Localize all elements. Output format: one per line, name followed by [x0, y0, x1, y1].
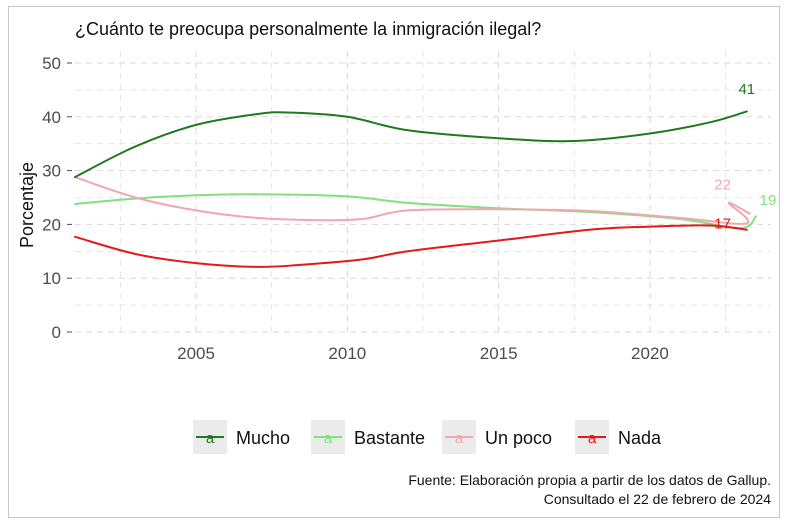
legend-label: Mucho	[236, 428, 290, 448]
y-axis-title: Porcentaje	[17, 162, 37, 248]
y-tick-label: 10	[42, 269, 61, 288]
x-ticks: 2005 2010 2015 2020	[177, 344, 669, 363]
legend-label: Bastante	[354, 428, 425, 448]
legend-glyph: a	[588, 430, 597, 447]
y-ticks: 0 10 20 30 40 50	[42, 54, 72, 342]
y-tick-label: 0	[52, 323, 61, 342]
legend-item-bastante: a Bastante	[311, 420, 425, 454]
y-tick-label: 30	[42, 162, 61, 181]
legend-item-un-poco: a Un poco	[442, 420, 552, 454]
x-tick-label: 2015	[480, 344, 518, 363]
chart-frame: ¿Cuánto te preocupa personalmente la inm…	[8, 6, 780, 518]
end-label-mucho: 41	[738, 81, 755, 98]
series-line-nada	[74, 224, 748, 268]
line-chart: ¿Cuánto te preocupa personalmente la inm…	[17, 19, 777, 507]
end-labels: 41 19 22 17	[714, 81, 777, 233]
series-line-un-poco	[74, 176, 751, 225]
legend: a Mucho a Bastante a Un poco a Nada	[193, 420, 662, 454]
grid	[75, 51, 771, 333]
end-label-un-poco: 22	[714, 176, 731, 193]
x-tick-label: 2010	[328, 344, 366, 363]
y-tick-label: 20	[42, 215, 61, 234]
legend-label: Nada	[618, 428, 662, 448]
chart-title: ¿Cuánto te preocupa personalmente la inm…	[75, 19, 541, 39]
legend-glyph: a	[206, 430, 215, 447]
legend-glyph: a	[455, 430, 464, 447]
x-tick-label: 2005	[177, 344, 215, 363]
series-line-bastante	[74, 193, 757, 230]
series-lines	[74, 110, 757, 268]
y-tick-label: 40	[42, 108, 61, 127]
legend-item-mucho: a Mucho	[193, 420, 290, 454]
end-label-nada: 17	[714, 216, 731, 233]
legend-label: Un poco	[485, 428, 552, 448]
x-tick-label: 2020	[631, 344, 669, 363]
end-label-bastante: 19	[760, 192, 777, 209]
series-line-mucho	[74, 110, 748, 179]
caption-date: Consultado el 22 de febrero de 2024	[544, 491, 771, 507]
caption-source: Fuente: Elaboración propia a partir de l…	[408, 472, 771, 488]
legend-item-nada: a Nada	[575, 420, 662, 454]
y-tick-label: 50	[42, 54, 61, 73]
legend-glyph: a	[324, 430, 333, 447]
